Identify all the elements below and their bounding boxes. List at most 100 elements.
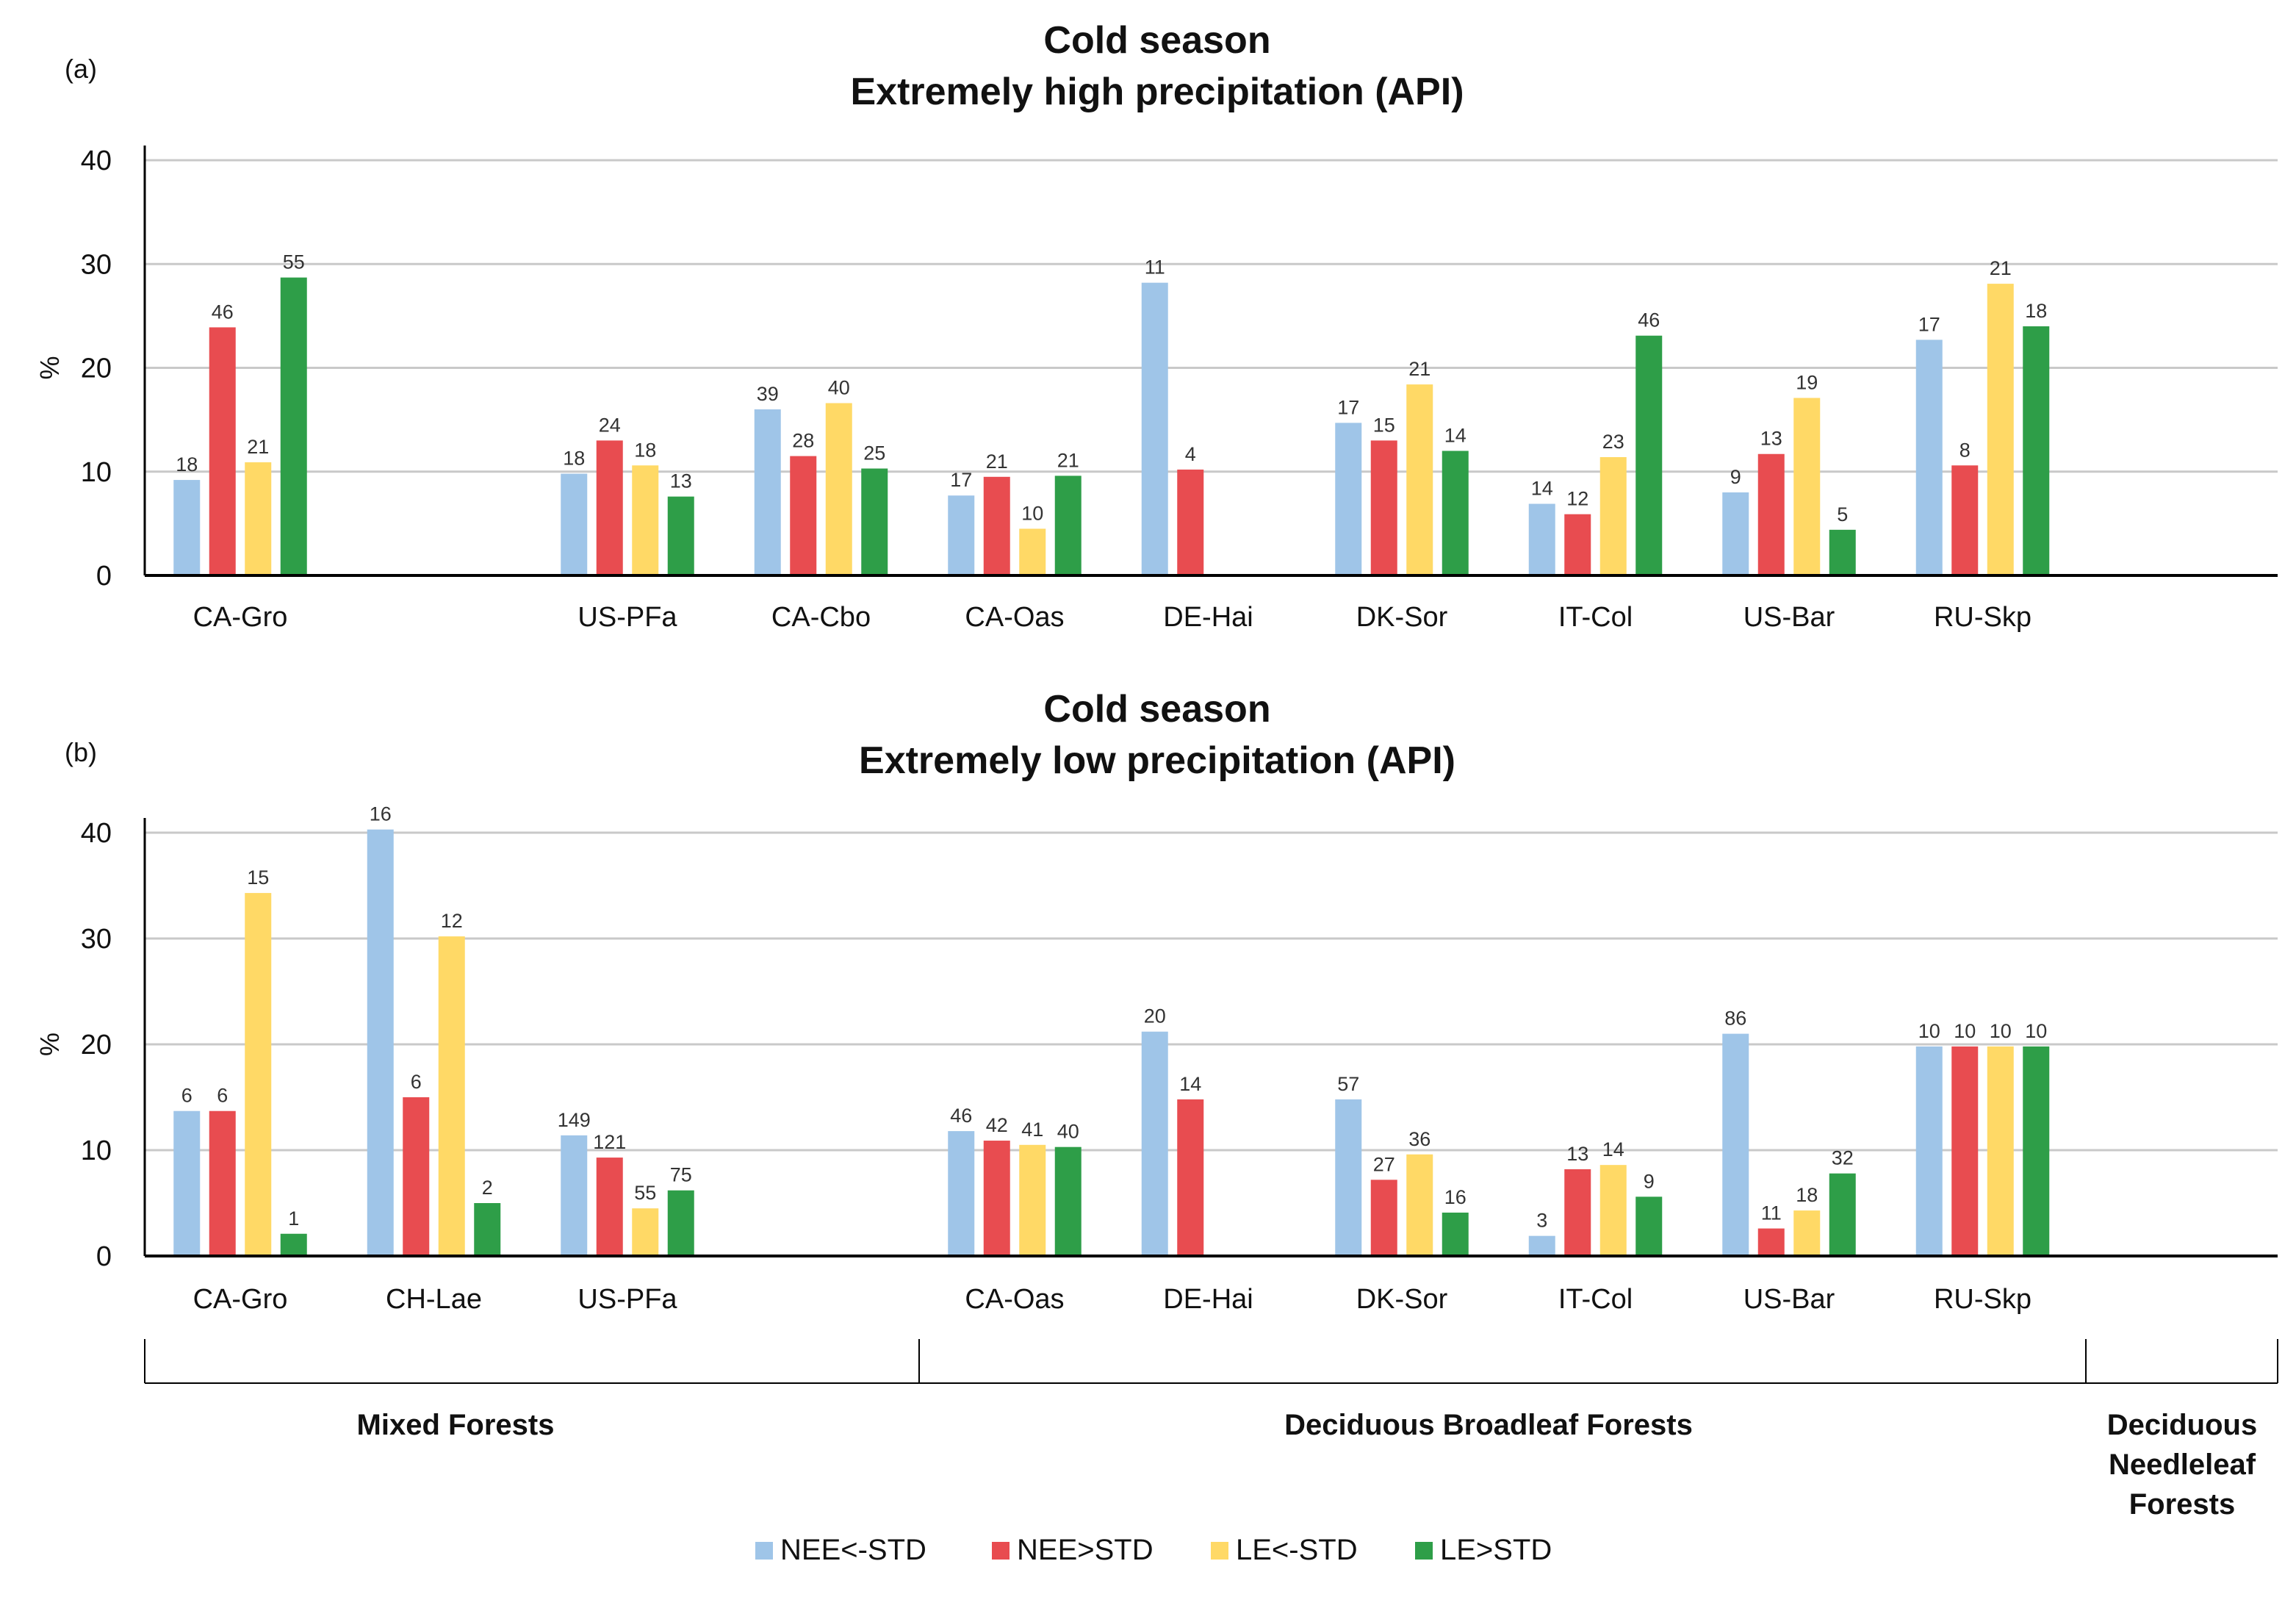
site-label-ca-gro: CA-Gro (193, 1284, 288, 1315)
bar-it-col-nee-std (1528, 503, 1555, 575)
data-label: 21 (1057, 449, 1079, 471)
bar-dk-sor-nee-std (1370, 1180, 1397, 1256)
data-label: 42 (986, 1114, 1008, 1136)
bar-ca-gro-le-std (280, 1233, 307, 1256)
bar-ca-gro-nee-std (209, 327, 236, 575)
bar-us-bar-nee-std (1722, 1033, 1749, 1256)
y-tick-label: 0 (96, 561, 112, 592)
data-label: 3 (1536, 1210, 1547, 1232)
bar-it-col-le-std (1599, 1165, 1627, 1256)
data-label: 9 (1730, 466, 1741, 488)
bar-us-bar-nee-std (1757, 453, 1785, 575)
bar-ca-gro-nee-std (173, 480, 201, 575)
y-tick-label: 20 (81, 1030, 112, 1061)
bar-us-pfa-nee-std (596, 440, 623, 575)
bar-ru-skp-nee-std (1951, 465, 1979, 575)
data-label: 10 (2025, 1020, 2047, 1042)
data-label: 10 (1954, 1020, 1976, 1042)
chart-subtitle: Extremely high precipitation (API) (850, 71, 1464, 113)
data-label: 46 (1638, 309, 1660, 331)
data-label: 17 (950, 469, 972, 491)
bar-ca-cbo-le-std (861, 468, 888, 575)
bar-ru-skp-le-std (1987, 1046, 2014, 1256)
bar-ru-skp-nee-std (1915, 1046, 1943, 1256)
site-label-us-bar: US-Bar (1743, 602, 1835, 633)
bar-dk-sor-nee-std (1370, 440, 1397, 575)
bar-ru-skp-le-std (2023, 326, 2050, 575)
bar-ch-lae-nee-std (367, 829, 394, 1256)
bar-ca-oas-nee-std (948, 1131, 975, 1256)
bar-us-pfa-le-std (632, 465, 659, 575)
site-label-ca-cbo: CA-Cbo (771, 602, 871, 633)
data-label: 17 (1918, 313, 1940, 335)
data-label: 27 (1373, 1153, 1395, 1175)
panel-a: Cold season Extremely high precipitation … (35, 19, 2278, 633)
bar-us-bar-le-std (1829, 1173, 1856, 1256)
bar-de-hai-nee-std (1141, 1031, 1168, 1256)
group-label-deciduous-needleleaf-forests: Needleleaf (2109, 1449, 2256, 1481)
chart-subtitle: Extremely low precipitation (API) (859, 739, 1455, 782)
data-label: 40 (828, 377, 850, 399)
data-label: 57 (1337, 1073, 1359, 1095)
bar-de-hai-nee-std (1177, 1099, 1204, 1256)
y-tick-label: 10 (81, 1135, 112, 1166)
data-label: 10 (1990, 1020, 2012, 1042)
legend-swatch-nee-std (992, 1542, 1010, 1560)
bar-us-pfa-nee-std (561, 1135, 588, 1256)
data-label: 75 (670, 1164, 692, 1186)
panel-label: (a) (65, 54, 97, 84)
data-label: 16 (370, 803, 392, 825)
bar-dk-sor-le-std (1406, 384, 1433, 575)
bar-us-bar-nee-std (1757, 1228, 1785, 1256)
chart-title: Cold season (1043, 688, 1270, 731)
bar-ca-gro-nee-std (173, 1110, 201, 1256)
data-label: 1 (288, 1207, 299, 1230)
data-label: 40 (1057, 1121, 1079, 1143)
data-label: 41 (1021, 1119, 1043, 1141)
site-label-ca-oas: CA-Oas (965, 1284, 1064, 1315)
bar-de-hai-nee-std (1141, 282, 1168, 575)
bar-ca-oas-nee-std (983, 476, 1010, 575)
site-label-it-col: IT-Col (1558, 602, 1633, 633)
data-label: 20 (1144, 1005, 1166, 1027)
data-label: 18 (634, 439, 656, 461)
data-label: 24 (599, 414, 621, 436)
data-label: 14 (1531, 478, 1553, 500)
data-label: 6 (217, 1085, 228, 1107)
data-label: 55 (634, 1182, 656, 1204)
site-label-ch-lae: CH-Lae (386, 1284, 482, 1315)
bar-ch-lae-nee-std (403, 1097, 430, 1256)
bar-it-col-le-std (1635, 335, 1663, 575)
bar-ca-oas-le-std (1019, 1144, 1046, 1256)
chart-title: Cold season (1043, 19, 1270, 62)
data-label: 10 (1021, 502, 1043, 524)
bar-ca-oas-le-std (1054, 1146, 1082, 1256)
y-tick-label: 40 (81, 818, 112, 849)
bar-us-pfa-le-std (667, 1190, 694, 1256)
data-label: 11 (1145, 256, 1165, 279)
bar-us-pfa-nee-std (561, 473, 588, 575)
y-axis-label: % (35, 356, 65, 379)
bar-us-bar-le-std (1793, 398, 1821, 575)
legend: NEE<-STD NEE>STD LE<-STD LE>STD (755, 1534, 1552, 1566)
bar-ca-gro-le-std (245, 893, 272, 1256)
group-label-deciduous-broadleaf-forests: Deciduous Broadleaf Forests (1284, 1409, 1693, 1441)
forest-group-brackets: Mixed Forests Deciduous Broadleaf Forests… (144, 1339, 2278, 1521)
bar-ca-oas-nee-std (983, 1141, 1010, 1256)
site-label-de-hai: DE-Hai (1163, 602, 1253, 633)
site-label-dk-sor: DK-Sor (1356, 602, 1448, 633)
bar-us-bar-le-std (1829, 529, 1856, 575)
data-label: 5 (1837, 503, 1848, 525)
data-label: 13 (1760, 428, 1782, 450)
bar-ca-gro-nee-std (209, 1110, 236, 1256)
bar-ca-gro-le-std (280, 277, 307, 575)
legend-swatch-nee-std (755, 1542, 773, 1560)
bar-us-pfa-le-std (667, 496, 694, 575)
data-label: 18 (2025, 300, 2047, 322)
site-label-de-hai: DE-Hai (1163, 1284, 1253, 1315)
bar-de-hai-nee-std (1177, 469, 1204, 575)
data-label: 25 (863, 442, 885, 464)
data-label: 11 (1761, 1202, 1782, 1224)
legend-swatch-le-std (1211, 1542, 1228, 1560)
bar-ru-skp-nee-std (1915, 340, 1943, 575)
